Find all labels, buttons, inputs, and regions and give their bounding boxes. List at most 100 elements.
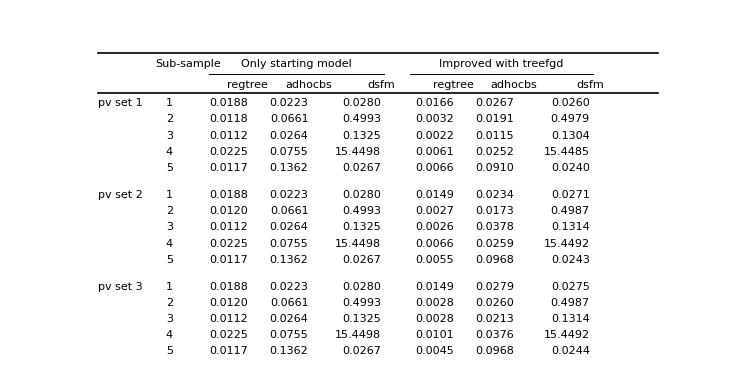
Text: 0.0191: 0.0191 (475, 115, 514, 124)
Text: 0.0280: 0.0280 (342, 190, 381, 200)
Text: 0.0120: 0.0120 (209, 206, 248, 216)
Text: 0.0055: 0.0055 (415, 255, 454, 265)
Text: 0.0755: 0.0755 (269, 239, 308, 248)
Text: 0.0112: 0.0112 (209, 131, 248, 141)
Text: 0.1362: 0.1362 (269, 163, 308, 173)
Text: 0.0376: 0.0376 (475, 330, 514, 340)
Text: 1: 1 (166, 282, 173, 292)
Text: 0.0968: 0.0968 (475, 346, 514, 356)
Text: 0.0225: 0.0225 (209, 147, 248, 157)
Text: 0.0252: 0.0252 (475, 147, 514, 157)
Text: 0.0188: 0.0188 (209, 282, 248, 292)
Text: 0.0166: 0.0166 (415, 98, 454, 108)
Text: regtree: regtree (433, 80, 474, 90)
Text: 0.0267: 0.0267 (342, 346, 381, 356)
Text: 4: 4 (166, 239, 173, 248)
Text: 0.0028: 0.0028 (415, 298, 454, 308)
Text: 0.1314: 0.1314 (551, 222, 590, 232)
Text: 0.4993: 0.4993 (342, 298, 381, 308)
Text: pv set 2: pv set 2 (98, 190, 142, 200)
Text: 0.0066: 0.0066 (415, 163, 454, 173)
Text: 0.0260: 0.0260 (475, 298, 514, 308)
Text: 0.4979: 0.4979 (551, 115, 590, 124)
Text: 0.0223: 0.0223 (269, 98, 308, 108)
Text: 0.1362: 0.1362 (269, 346, 308, 356)
Text: regtree: regtree (227, 80, 268, 90)
Text: pv set 3: pv set 3 (98, 282, 142, 292)
Text: 0.0027: 0.0027 (415, 206, 454, 216)
Text: 0.0149: 0.0149 (415, 282, 454, 292)
Text: 0.0259: 0.0259 (475, 239, 514, 248)
Text: 0.0661: 0.0661 (270, 298, 308, 308)
Text: 4: 4 (166, 147, 173, 157)
Text: 5: 5 (166, 163, 173, 173)
Text: 0.0117: 0.0117 (209, 255, 248, 265)
Text: 0.1325: 0.1325 (342, 131, 381, 141)
Text: 3: 3 (166, 222, 173, 232)
Text: 0.0264: 0.0264 (269, 222, 308, 232)
Text: adhocbs: adhocbs (285, 80, 332, 90)
Text: 15.4498: 15.4498 (335, 239, 381, 248)
Text: 0.0244: 0.0244 (551, 346, 590, 356)
Text: 0.0275: 0.0275 (551, 282, 590, 292)
Text: dsfm: dsfm (576, 80, 604, 90)
Text: 15.4492: 15.4492 (544, 239, 590, 248)
Text: 0.0661: 0.0661 (270, 206, 308, 216)
Text: 0.0267: 0.0267 (342, 163, 381, 173)
Text: 5: 5 (166, 255, 173, 265)
Text: 0.1362: 0.1362 (269, 255, 308, 265)
Text: 0.0279: 0.0279 (475, 282, 514, 292)
Text: 0.0149: 0.0149 (415, 190, 454, 200)
Text: Sub-sample: Sub-sample (155, 59, 221, 69)
Text: adhocbs: adhocbs (491, 80, 537, 90)
Text: Improved with treefgd: Improved with treefgd (439, 59, 563, 69)
Text: 0.0223: 0.0223 (269, 282, 308, 292)
Text: 0.0112: 0.0112 (209, 222, 248, 232)
Text: 0.0045: 0.0045 (415, 346, 454, 356)
Text: 0.1304: 0.1304 (551, 131, 590, 141)
Text: 0.0117: 0.0117 (209, 163, 248, 173)
Text: 15.4492: 15.4492 (544, 330, 590, 340)
Text: 0.4993: 0.4993 (342, 115, 381, 124)
Text: 0.0188: 0.0188 (209, 98, 248, 108)
Text: 4: 4 (166, 330, 173, 340)
Text: 0.0173: 0.0173 (475, 206, 514, 216)
Text: 0.1325: 0.1325 (342, 314, 381, 324)
Text: 0.0118: 0.0118 (209, 115, 248, 124)
Text: 0.0968: 0.0968 (475, 255, 514, 265)
Text: 0.0260: 0.0260 (551, 98, 590, 108)
Text: 3: 3 (166, 314, 173, 324)
Text: 0.0755: 0.0755 (269, 147, 308, 157)
Text: 1: 1 (166, 98, 173, 108)
Text: 0.0225: 0.0225 (209, 330, 248, 340)
Text: 0.0032: 0.0032 (415, 115, 454, 124)
Text: 0.1314: 0.1314 (551, 314, 590, 324)
Text: 0.0101: 0.0101 (415, 330, 454, 340)
Text: 0.0755: 0.0755 (269, 330, 308, 340)
Text: 0.4993: 0.4993 (342, 206, 381, 216)
Text: 5: 5 (166, 346, 173, 356)
Text: 0.0243: 0.0243 (551, 255, 590, 265)
Text: 0.0225: 0.0225 (209, 239, 248, 248)
Text: 15.4498: 15.4498 (335, 147, 381, 157)
Text: 0.0271: 0.0271 (551, 190, 590, 200)
Text: 0.0066: 0.0066 (415, 239, 454, 248)
Text: 2: 2 (166, 115, 173, 124)
Text: 0.0378: 0.0378 (475, 222, 514, 232)
Text: 2: 2 (166, 206, 173, 216)
Text: 0.0267: 0.0267 (342, 255, 381, 265)
Text: 0.1325: 0.1325 (342, 222, 381, 232)
Text: 0.0661: 0.0661 (270, 115, 308, 124)
Text: 3: 3 (166, 131, 173, 141)
Text: 0.0028: 0.0028 (415, 314, 454, 324)
Text: pv set 1: pv set 1 (98, 98, 142, 108)
Text: 0.0234: 0.0234 (475, 190, 514, 200)
Text: 0.0188: 0.0188 (209, 190, 248, 200)
Text: 0.0120: 0.0120 (209, 298, 248, 308)
Text: 0.0267: 0.0267 (475, 98, 514, 108)
Text: 0.0213: 0.0213 (475, 314, 514, 324)
Text: 0.0112: 0.0112 (209, 314, 248, 324)
Text: 2: 2 (166, 298, 173, 308)
Text: 1: 1 (166, 190, 173, 200)
Text: 0.0026: 0.0026 (415, 222, 454, 232)
